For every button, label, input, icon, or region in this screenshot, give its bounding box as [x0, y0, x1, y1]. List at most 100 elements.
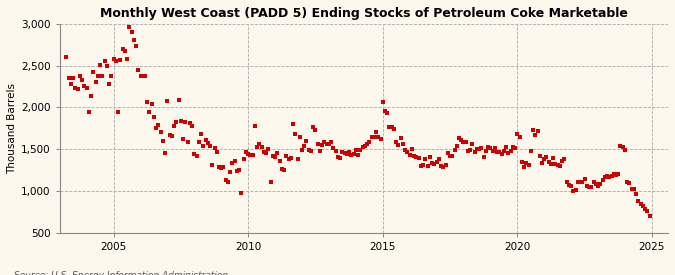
Point — [267, 153, 278, 158]
Point — [483, 144, 493, 149]
Point — [153, 123, 164, 127]
Point — [194, 140, 205, 145]
Point — [543, 160, 554, 164]
Point — [90, 80, 101, 84]
Point — [449, 148, 460, 152]
Point — [344, 150, 354, 155]
Point — [63, 76, 74, 80]
Point — [65, 82, 76, 86]
Point — [319, 139, 330, 144]
Point — [205, 144, 215, 148]
Point — [604, 175, 615, 180]
Point — [595, 182, 605, 186]
Point — [537, 161, 547, 166]
Point — [169, 123, 180, 128]
Point — [454, 136, 464, 141]
Point — [155, 130, 166, 134]
Point — [404, 153, 415, 157]
Point — [359, 144, 370, 148]
Point — [377, 100, 388, 104]
Point — [541, 155, 552, 160]
Point — [593, 184, 603, 188]
Point — [357, 145, 368, 150]
Point — [379, 108, 390, 113]
Point — [420, 157, 431, 161]
Point — [366, 135, 377, 140]
Point — [577, 180, 588, 185]
Point — [606, 174, 617, 178]
Point — [274, 159, 285, 163]
Text: Source: U.S. Energy Information Administration: Source: U.S. Energy Information Administ… — [14, 271, 227, 275]
Point — [137, 73, 148, 78]
Point — [530, 133, 541, 137]
Point — [330, 148, 341, 153]
Point — [523, 163, 534, 167]
Point — [433, 157, 444, 161]
Point — [72, 87, 83, 91]
Point — [512, 132, 522, 136]
Point — [510, 146, 520, 150]
Point — [350, 148, 361, 152]
Point — [236, 191, 247, 196]
Point — [456, 138, 466, 142]
Point — [133, 68, 144, 72]
Y-axis label: Thousand Barrels: Thousand Barrels — [7, 83, 17, 174]
Point — [277, 167, 288, 171]
Point — [429, 162, 439, 166]
Point — [113, 110, 124, 115]
Point — [626, 187, 637, 191]
Point — [427, 161, 437, 166]
Point — [160, 151, 171, 155]
Point — [615, 144, 626, 148]
Point — [494, 149, 505, 154]
Title: Monthly West Coast (PADD 5) Ending Stocks of Petroleum Coke Marketable: Monthly West Coast (PADD 5) Ending Stock… — [100, 7, 628, 20]
Point — [151, 126, 161, 130]
Point — [178, 137, 188, 141]
Point — [622, 180, 632, 185]
Point — [362, 142, 373, 146]
Point — [465, 148, 476, 152]
Point — [261, 151, 271, 155]
Point — [142, 99, 153, 104]
Point — [184, 121, 195, 125]
Point — [117, 47, 128, 51]
Point — [104, 82, 115, 86]
Point — [416, 164, 427, 168]
Point — [364, 139, 375, 144]
Point — [469, 150, 480, 155]
Point — [440, 163, 451, 167]
Point — [111, 58, 122, 63]
Point — [588, 180, 599, 185]
Point — [467, 142, 478, 146]
Point — [61, 55, 72, 59]
Point — [559, 157, 570, 161]
Point — [644, 214, 655, 218]
Point — [328, 146, 339, 150]
Point — [391, 140, 402, 145]
Point — [220, 178, 231, 182]
Point — [99, 58, 110, 63]
Point — [355, 148, 366, 152]
Point — [308, 125, 319, 130]
Point — [173, 98, 184, 102]
Point — [371, 129, 381, 134]
Point — [445, 153, 456, 158]
Point — [292, 157, 303, 161]
Point — [286, 156, 296, 160]
Point — [532, 128, 543, 133]
Point — [230, 159, 240, 163]
Point — [259, 150, 269, 155]
Point — [375, 137, 386, 141]
Point — [92, 74, 103, 79]
Point — [290, 132, 300, 136]
Point — [501, 145, 512, 150]
Point — [348, 152, 359, 156]
Point — [400, 148, 410, 152]
Point — [373, 135, 383, 140]
Point — [323, 142, 334, 146]
Point — [584, 185, 595, 189]
Point — [393, 143, 404, 147]
Point — [402, 150, 413, 155]
Point — [209, 146, 220, 150]
Point — [597, 178, 608, 182]
